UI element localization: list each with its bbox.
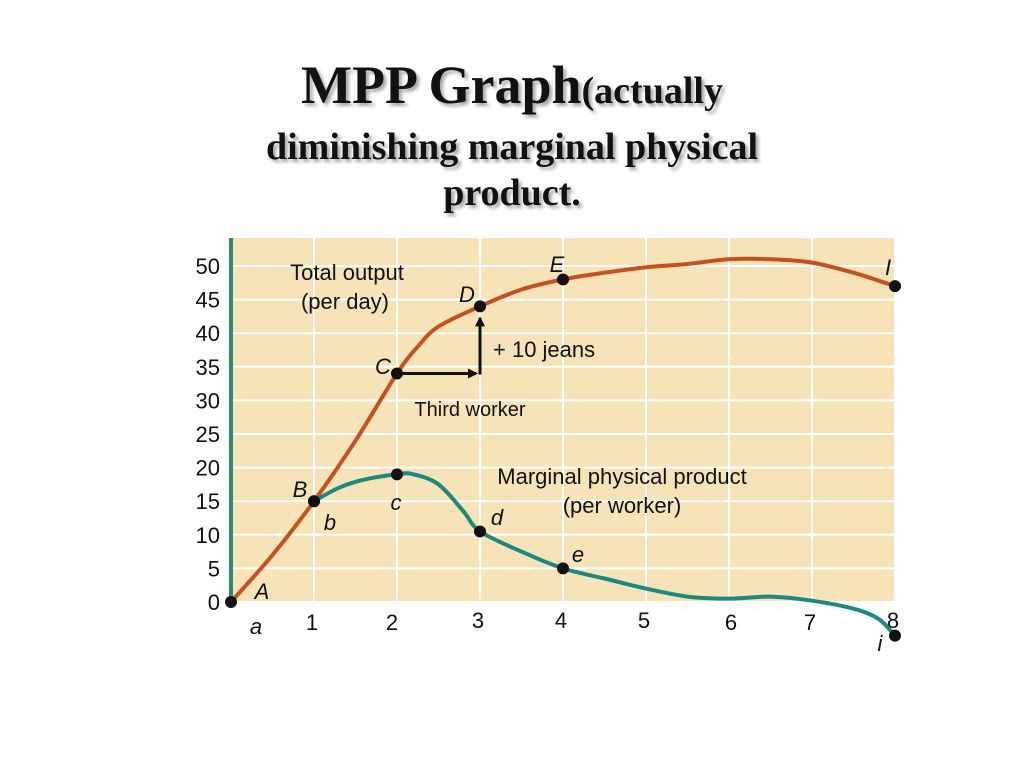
point-label: D — [459, 282, 475, 307]
point-label: I — [885, 255, 891, 280]
y-tick-label: 15 — [196, 489, 220, 514]
total-point — [474, 300, 486, 313]
ten-jeans-label: + 10 jeans — [493, 337, 595, 362]
x-tick-label: 8 — [887, 608, 899, 633]
total-point — [889, 280, 901, 293]
point-label: i — [878, 631, 884, 656]
point-label: d — [491, 505, 504, 530]
title-line-1: MPP Graph(actually — [0, 52, 1024, 124]
x-tick-label: 7 — [804, 610, 816, 635]
mpp-point — [308, 495, 320, 508]
point-label-a: a — [250, 614, 262, 639]
point-label: B — [293, 477, 308, 502]
y-tick-label: 5 — [208, 556, 220, 581]
y-tick-label: 0 — [208, 590, 220, 615]
x-tick-label: 6 — [725, 610, 737, 635]
mpp-label-line-1: Marginal physical product — [497, 464, 746, 489]
point-label: b — [324, 510, 336, 535]
mpp-point — [391, 468, 403, 481]
x-tick-label: 5 — [638, 608, 650, 633]
total-output-label-line-1: Total output — [290, 260, 404, 285]
y-tick-labels: 0 5 10 15 20 25 30 35 40 45 50 — [196, 254, 220, 615]
point-label: e — [572, 542, 584, 567]
x-tick-label: 3 — [472, 608, 484, 633]
y-tick-label: 35 — [196, 355, 220, 380]
y-tick-label: 25 — [196, 422, 220, 447]
point-label: C — [375, 354, 391, 379]
title-line-2: diminishing marginal physical — [265, 126, 758, 168]
x-tick-label: 2 — [386, 610, 398, 635]
total-output-label-line-2: (per day) — [301, 289, 389, 314]
y-tick-label: 20 — [196, 456, 220, 481]
grid-lines — [231, 238, 896, 601]
mpp-label-line-2: (per worker) — [563, 493, 682, 518]
mpp-point — [557, 562, 569, 575]
total-point — [225, 596, 237, 608]
y-tick-label: 45 — [196, 288, 220, 313]
total-point — [391, 367, 403, 380]
total-point — [557, 273, 569, 286]
total-curve — [229, 256, 897, 604]
x-tick-label: 4 — [555, 608, 567, 633]
mpp-point — [474, 525, 486, 538]
y-tick-label: 50 — [196, 254, 220, 279]
x-tick-label: 1 — [306, 610, 318, 635]
y-tick-label: 30 — [196, 388, 220, 413]
title-line-3: product. — [443, 172, 581, 214]
annotations: Total output (per day) Marginal physical… — [250, 260, 747, 639]
point-label: A — [253, 579, 270, 604]
point-label: E — [550, 252, 565, 277]
series-points: A B C D E Ib c d e i — [225, 252, 901, 656]
y-tick-label: 40 — [196, 321, 220, 346]
title-main: MPP Graph — [301, 55, 582, 115]
y-tick-label: 10 — [196, 523, 220, 548]
point-label: c — [391, 490, 402, 515]
arrows — [403, 316, 485, 379]
title-paren: (actually — [581, 70, 723, 112]
third-worker-label: Third worker — [414, 399, 525, 421]
chart-title: MPP Graph(actually diminishing marginal … — [0, 52, 1024, 216]
mpp-point — [889, 629, 901, 642]
x-tick-labels: 1 2 3 4 5 6 7 8 — [306, 608, 899, 635]
